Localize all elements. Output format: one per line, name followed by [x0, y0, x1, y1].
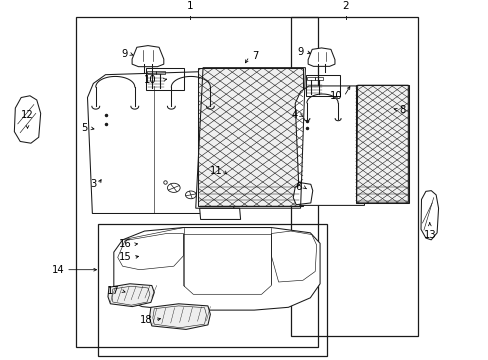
Text: 4: 4	[291, 110, 298, 120]
Text: 6: 6	[295, 182, 302, 192]
Text: 11: 11	[210, 166, 223, 176]
Text: 10: 10	[329, 91, 341, 102]
Bar	[314, 77, 322, 81]
Bar	[355, 85, 408, 203]
Text: 13: 13	[423, 230, 435, 240]
Bar	[305, 75, 339, 96]
Bar	[76, 17, 317, 347]
Text: 10: 10	[144, 75, 156, 85]
Polygon shape	[114, 228, 320, 310]
Text: 15: 15	[119, 252, 131, 262]
Bar	[155, 71, 164, 74]
Bar	[147, 71, 156, 74]
Polygon shape	[293, 183, 312, 205]
Polygon shape	[108, 284, 154, 307]
Polygon shape	[307, 48, 334, 66]
Text: 3: 3	[90, 179, 96, 189]
Text: 18: 18	[140, 315, 153, 325]
Text: 12: 12	[21, 111, 34, 120]
Text: 7: 7	[252, 51, 258, 62]
Text: 14: 14	[51, 265, 64, 275]
Text: 17: 17	[107, 286, 120, 296]
Text: 2: 2	[342, 1, 348, 12]
Text: 1: 1	[186, 1, 193, 12]
Bar	[306, 77, 314, 81]
Bar	[198, 68, 303, 206]
Polygon shape	[149, 304, 210, 329]
Text: 16: 16	[119, 239, 131, 249]
Polygon shape	[199, 208, 240, 220]
Bar	[98, 224, 327, 356]
Polygon shape	[87, 71, 233, 213]
Text: 5: 5	[81, 123, 87, 133]
Bar	[290, 17, 417, 337]
Text: 8: 8	[399, 105, 405, 115]
Text: 9: 9	[297, 47, 304, 57]
Polygon shape	[132, 46, 163, 67]
Text: 9: 9	[121, 49, 127, 59]
Bar	[146, 68, 183, 90]
Polygon shape	[295, 86, 365, 206]
